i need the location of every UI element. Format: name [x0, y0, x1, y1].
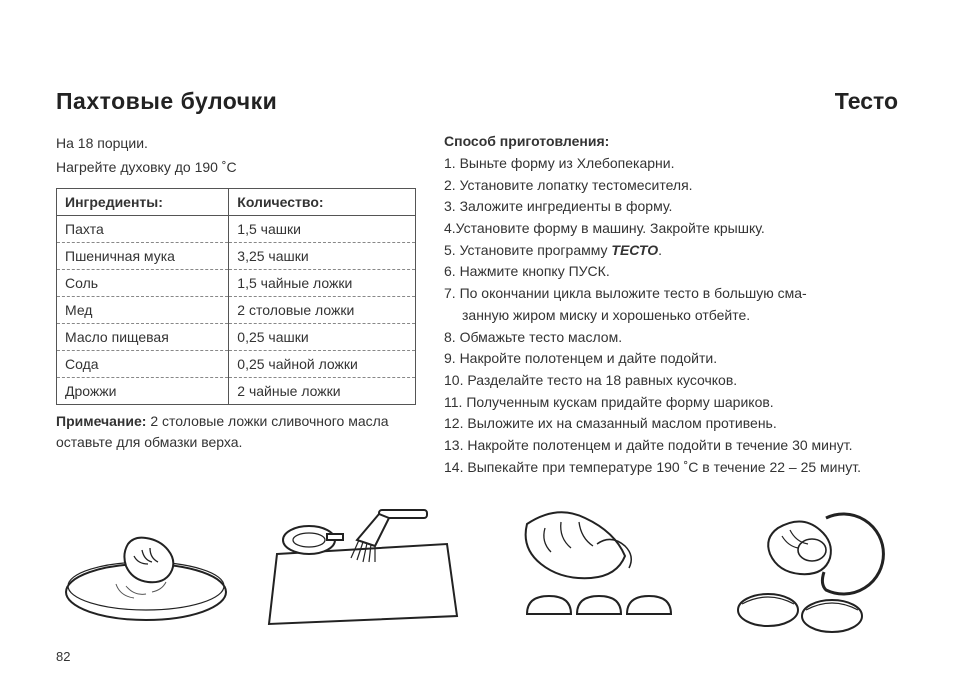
step: 13. Накройте полотенцем и дайте подойти … — [444, 435, 898, 457]
illustration-row — [56, 504, 898, 634]
left-column: На 18 порции. Нагрейте духовку до 190 ˚С… — [56, 133, 416, 478]
step: 11. Полученным кускам придайте форму шар… — [444, 392, 898, 414]
step: 1. Выньте форму из Хлебопекарни. — [444, 153, 898, 175]
page-number: 82 — [56, 649, 70, 664]
section-title: Тесто — [835, 88, 898, 115]
shape-icon — [487, 504, 687, 634]
step: 6. Нажмите кнопку ПУСК. — [444, 261, 898, 283]
ingredients-table: Ингредиенты: Количество: Пахта1,5 чашки … — [56, 188, 416, 405]
col-quantity: Количество: — [229, 189, 416, 216]
header: Пахтовые булочки Тесто — [56, 88, 898, 115]
note: Примечание: 2 столовые ложки сливочного … — [56, 411, 416, 453]
brush-icon — [257, 504, 467, 634]
step: 2. Установите лопатку тестомесителя. — [444, 175, 898, 197]
method-title: Способ приготовления: — [444, 133, 898, 149]
step: 14. Выпекайте при температуре 190 ˚С в т… — [444, 457, 898, 479]
step: 7. По окончании цикла выложите тесто в б… — [444, 283, 898, 305]
table-row: Пахта1,5 чашки — [57, 216, 416, 243]
intro-block: На 18 порции. Нагрейте духовку до 190 ˚С — [56, 133, 416, 178]
table-row: Сода0,25 чайной ложки — [57, 351, 416, 378]
steps-list: 1. Выньте форму из Хлебопекарни. 2. Уста… — [444, 153, 898, 478]
oven-line: Нагрейте духовку до 190 ˚С — [56, 157, 416, 179]
recipe-title: Пахтовые булочки — [56, 88, 277, 115]
step: 3. Заложите ингредиенты в форму. — [444, 196, 898, 218]
step: 10. Разделайте тесто на 18 равных кусочк… — [444, 370, 898, 392]
table-row: Пшеничная мука3,25 чашки — [57, 243, 416, 270]
servings-line: На 18 порции. — [56, 133, 416, 155]
table-row: Масло пищевая0,25 чашки — [57, 324, 416, 351]
table-row: Соль1,5 чайные ложки — [57, 270, 416, 297]
step: 5. Установите программу ТЕСТО. — [444, 240, 898, 262]
note-label: Примечание: — [56, 413, 146, 429]
step: 4.Установите форму в машину. Закройте кр… — [444, 218, 898, 240]
col-ingredient: Ингредиенты: — [57, 189, 229, 216]
step: 9. Накройте полотенцем и дайте подойти. — [444, 348, 898, 370]
step: 8. Обмажьте тесто маслом. — [444, 327, 898, 349]
knead-icon — [56, 514, 236, 634]
step: 12. Выложите их на смазанный маслом прот… — [444, 413, 898, 435]
place-icon — [708, 504, 898, 634]
step-cont: занную жиром миску и хорошенько отбейте. — [444, 305, 898, 327]
right-column: Способ приготовления: 1. Выньте форму из… — [444, 133, 898, 478]
table-row: Мед2 столовые ложки — [57, 297, 416, 324]
table-row: Дрожжи2 чайные ложки — [57, 378, 416, 405]
